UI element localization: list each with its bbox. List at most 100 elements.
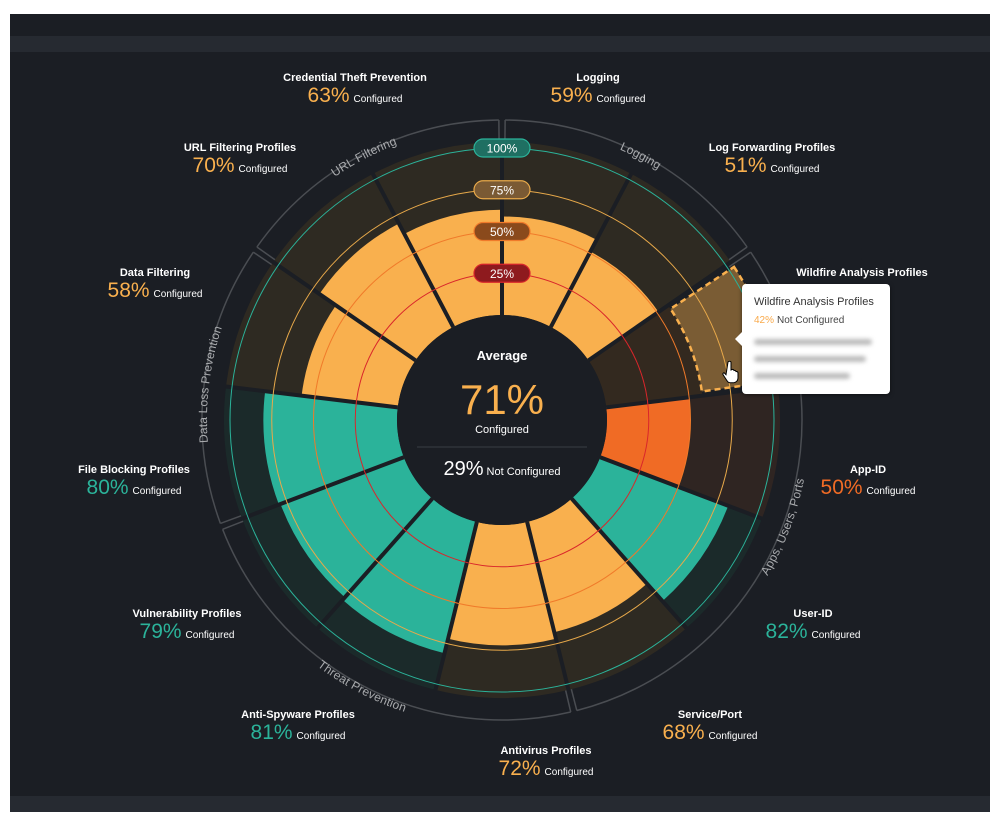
group-arc [256, 119, 499, 248]
segment-label-title: Wildfire Analysis Profiles [796, 267, 928, 279]
group-arc-end [252, 251, 276, 268]
segment-label-title: URL Filtering Profiles [183, 142, 297, 154]
segment-label-status: Configured [544, 767, 594, 778]
segment-label-status: Configured [153, 289, 203, 300]
segment-divider [525, 521, 571, 691]
segment-bar-file-blocking-profiles [263, 391, 404, 505]
segment-divider [272, 260, 417, 362]
ring-pill-label: 25% [490, 267, 514, 281]
segment-label[interactable]: Log Forwarding Profiles 51% Configured [709, 142, 836, 178]
group-arc-end [564, 686, 572, 713]
segment-label[interactable]: App-ID 50% Configured [821, 464, 916, 500]
segment-label-title: Credential Theft Prevention [283, 72, 427, 84]
segment-label-title: Data Filtering [119, 267, 191, 279]
ring-pill-label: 75% [490, 183, 514, 197]
ring-pill-label: 100% [487, 142, 518, 156]
hand-cursor-icon [722, 360, 739, 384]
header-band [10, 36, 990, 52]
segment-label-title: Log Forwarding Profiles [708, 142, 836, 154]
segment-label[interactable]: Logging 59% Configured [551, 72, 646, 108]
segment-bar-vulnerability-profiles [280, 457, 433, 598]
segment-label-status: Configured [708, 731, 758, 742]
group-arc-end [569, 685, 578, 711]
tooltip-description-blurred [754, 373, 850, 379]
group-arc-end [728, 251, 752, 268]
group-arc [221, 529, 571, 721]
segment-bar-service-port [527, 498, 647, 633]
ring-pill-25 [473, 263, 531, 283]
segment-label-pct: 70% [192, 154, 235, 177]
segment-divider [549, 172, 633, 328]
segment-label[interactable]: Credential Theft Prevention 63% Configured [283, 72, 427, 108]
segment-label-title: Anti-Spyware Profiles [241, 709, 355, 721]
segment-divider [316, 497, 434, 630]
segment-label[interactable]: Vulnerability Profiles 79% Configured [132, 608, 241, 644]
segment-label-pct: 68% [662, 721, 705, 744]
group-arc-end [725, 246, 748, 263]
segment-label[interactable]: URL Filtering Profiles 70% Configured [184, 142, 296, 178]
segment-label-pct: 63% [307, 84, 350, 107]
center-circle [397, 315, 607, 525]
segment-label[interactable]: File Blocking Profiles 80% Configured [78, 464, 190, 500]
average-configured-pct: 71% [459, 376, 545, 423]
segment-configured-wildfire-analysis-profiles [588, 305, 703, 408]
segment-label-status: Configured [296, 731, 346, 742]
segment-divider [371, 172, 455, 328]
tooltip-description-blurred [754, 339, 872, 345]
group-arc [505, 119, 748, 248]
segment-label[interactable]: Wildfire Analysis Profiles [796, 267, 928, 279]
segment-label[interactable]: Anti-Spyware Profiles 81% Configured [241, 709, 355, 745]
average-title: Average [476, 348, 528, 363]
ring-pill-100 [473, 138, 531, 158]
segment-label-status: Configured [770, 164, 820, 175]
segment-label-status: Configured [811, 630, 861, 641]
segment-label-pct: 58% [107, 279, 150, 302]
segment-label-status: Configured [185, 630, 235, 641]
segment-label[interactable]: User-ID 82% Configured [766, 608, 861, 644]
segment-label-title: Service/Port [677, 709, 743, 721]
group-arc-end [256, 246, 279, 263]
segment-label-title: File Blocking Profiles [78, 464, 190, 476]
segment-bar-anti-spyware-profiles [342, 498, 477, 654]
segment-label-status: Configured [866, 486, 916, 497]
segment-bar-data-filtering [301, 305, 416, 408]
ring-pill-50 [473, 221, 531, 242]
segment-divider [570, 497, 688, 630]
segment-label-title: App-ID [849, 464, 887, 476]
segment-divider [433, 521, 479, 691]
segment-label-status: Configured [353, 94, 403, 105]
group-arc-end [220, 513, 246, 525]
segment-label[interactable]: Service/Port 68% Configured [663, 709, 758, 745]
segment-label[interactable]: Data Filtering 58% Configured [108, 267, 203, 303]
segment-label-pct: 82% [765, 620, 808, 643]
segment-label-title: Logging [576, 72, 620, 84]
segment-bar-logging [502, 216, 597, 328]
segment-label-title: Vulnerability Profiles [132, 608, 242, 620]
footer-band [10, 796, 990, 812]
average-configured-label: Configured [475, 424, 529, 436]
group-arc [201, 251, 254, 524]
segment-divider [599, 455, 763, 521]
segment-divider [241, 455, 405, 521]
group-label: Logging [618, 139, 663, 172]
segment-tooltip: Wildfire Analysis Profiles 42% Not Config… [735, 284, 890, 394]
segment-label-pct: 72% [498, 757, 541, 780]
average-not-configured: 29% Not Configured [443, 458, 560, 481]
group-arc-end [222, 519, 248, 531]
not-configured-pct: 29% [443, 458, 484, 480]
segment-divider [587, 260, 732, 362]
segment-label-status: Configured [238, 164, 288, 175]
segment-label-pct: 59% [550, 84, 593, 107]
segment-divider [225, 384, 399, 410]
tooltip-title: Wildfire Analysis Profiles [754, 296, 874, 308]
segment-label-pct: 80% [86, 476, 129, 499]
segment-label-pct: 79% [139, 620, 182, 643]
ring-pill-75 [473, 180, 531, 200]
tooltip-value: 42% Not Configured [754, 315, 845, 326]
segment-label-status: Configured [132, 486, 182, 497]
segment-label[interactable]: Antivirus Profiles 72% Configured [499, 745, 594, 781]
segment-bar-antivirus-profiles [448, 521, 556, 646]
segment-label-status: Configured [596, 94, 646, 105]
not-configured-label: Not Configured [486, 466, 561, 478]
group-label: Data Loss Prevention [196, 324, 225, 443]
